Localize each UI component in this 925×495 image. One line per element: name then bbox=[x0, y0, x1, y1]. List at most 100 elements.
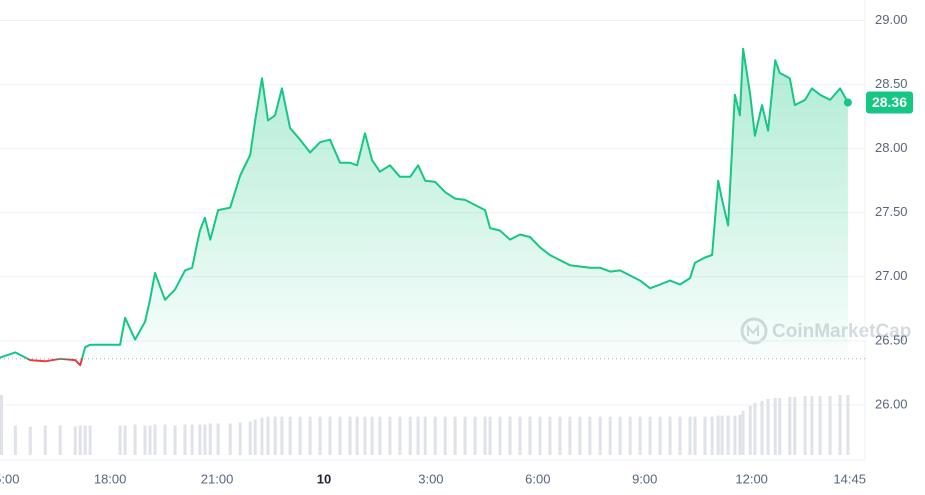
y-tick-label: 27.00 bbox=[875, 268, 908, 283]
volume-bar bbox=[598, 416, 602, 455]
volume-bar bbox=[748, 405, 752, 455]
volume-bar bbox=[123, 425, 127, 455]
volume-bar bbox=[13, 425, 17, 455]
volume-bar bbox=[370, 416, 374, 455]
volume-bar bbox=[355, 416, 359, 455]
price-badge-label: 28.36 bbox=[872, 94, 907, 110]
volume-bar bbox=[703, 416, 707, 455]
volume-bar bbox=[738, 414, 742, 455]
y-tick-label: 27.50 bbox=[875, 204, 908, 219]
y-tick-label: 28.50 bbox=[875, 76, 908, 91]
volume-bar bbox=[528, 416, 532, 455]
volume-bar bbox=[766, 398, 770, 455]
volume-bar bbox=[266, 416, 270, 455]
volume-bar bbox=[760, 400, 764, 455]
volume-bar bbox=[538, 416, 542, 455]
x-tick-label: 18:00 bbox=[94, 471, 127, 486]
volume-bar bbox=[741, 410, 745, 455]
volume-bar bbox=[143, 425, 147, 455]
y-tick-label: 29.00 bbox=[875, 12, 908, 27]
volume-bar bbox=[778, 397, 782, 455]
volume-bar bbox=[203, 424, 207, 455]
volume-bar bbox=[818, 395, 822, 455]
volume-bar bbox=[588, 416, 592, 455]
volume-bar bbox=[318, 416, 322, 455]
x-tick-label: 6:00 bbox=[525, 471, 550, 486]
volume-bar bbox=[720, 415, 724, 455]
price-badge bbox=[866, 91, 913, 114]
volume-bar bbox=[228, 423, 232, 455]
volume-bar bbox=[280, 416, 284, 455]
volume-bar bbox=[463, 416, 467, 455]
volume-bar bbox=[288, 416, 292, 455]
volume-bar bbox=[83, 425, 87, 455]
volume-bar bbox=[810, 395, 814, 455]
volume-bar bbox=[668, 416, 672, 455]
volume-bar bbox=[498, 416, 502, 455]
volume-bar bbox=[508, 416, 512, 455]
volume-bar bbox=[803, 395, 807, 455]
x-tick-label: 10 bbox=[317, 471, 331, 486]
volume-bar bbox=[558, 416, 562, 455]
volume-bar bbox=[638, 416, 642, 455]
volume-bar bbox=[726, 415, 730, 455]
volume-bar bbox=[183, 424, 187, 455]
volume-bar bbox=[846, 395, 850, 455]
volume-bar bbox=[473, 416, 477, 455]
volume-bar bbox=[378, 416, 382, 455]
volume-bar bbox=[443, 416, 447, 455]
volume-bar bbox=[73, 426, 77, 455]
volume-bar bbox=[363, 416, 367, 455]
volume-bar bbox=[578, 416, 582, 455]
volume-bar bbox=[173, 425, 177, 455]
volume-bar bbox=[753, 402, 757, 455]
volume-bar bbox=[688, 416, 692, 455]
volume-bar bbox=[628, 416, 632, 455]
volume-bar bbox=[28, 426, 32, 455]
y-tick-label: 26.50 bbox=[875, 332, 908, 347]
volume-bar bbox=[433, 416, 437, 455]
volume-bar bbox=[716, 415, 720, 455]
volume-bar bbox=[773, 397, 777, 455]
volume-bar bbox=[483, 416, 487, 455]
volume-bar bbox=[838, 395, 842, 455]
volume-bar bbox=[608, 416, 612, 455]
volume-bar bbox=[793, 396, 797, 455]
volume-bar bbox=[248, 421, 252, 455]
volume-bar bbox=[260, 417, 264, 455]
volume-bar bbox=[273, 416, 277, 455]
volume-bar bbox=[163, 424, 167, 455]
volume-bar bbox=[733, 415, 737, 455]
volume-bar bbox=[658, 416, 662, 455]
volume-bar bbox=[190, 424, 194, 455]
volume-bar bbox=[253, 419, 257, 455]
volume-bar bbox=[416, 416, 420, 455]
volume-bar bbox=[618, 416, 622, 455]
volume-bar bbox=[238, 422, 242, 455]
price-area bbox=[0, 48, 848, 366]
volume-bar bbox=[88, 425, 92, 455]
volume-bar bbox=[216, 423, 220, 455]
volume-bar bbox=[58, 425, 62, 455]
volume-bar bbox=[338, 416, 342, 455]
volume-bar bbox=[828, 395, 832, 455]
volume-bar bbox=[133, 424, 137, 455]
x-tick-label: 12:00 bbox=[735, 471, 768, 486]
volume-bar bbox=[518, 416, 522, 455]
x-tick-label: 21:00 bbox=[201, 471, 234, 486]
volume-bar bbox=[488, 416, 492, 455]
volume-bar bbox=[693, 416, 697, 455]
x-tick-label: 9:00 bbox=[632, 471, 657, 486]
volume-bar bbox=[118, 425, 122, 455]
volume-bar bbox=[388, 416, 392, 455]
volume-bar bbox=[398, 416, 402, 455]
volume-bar bbox=[710, 416, 714, 455]
volume-bar bbox=[328, 416, 332, 455]
volume-bar bbox=[78, 425, 82, 455]
volume-bar bbox=[453, 416, 457, 455]
volume-bar bbox=[788, 396, 792, 455]
volume-bar bbox=[153, 424, 157, 455]
volume-bar bbox=[423, 416, 427, 455]
